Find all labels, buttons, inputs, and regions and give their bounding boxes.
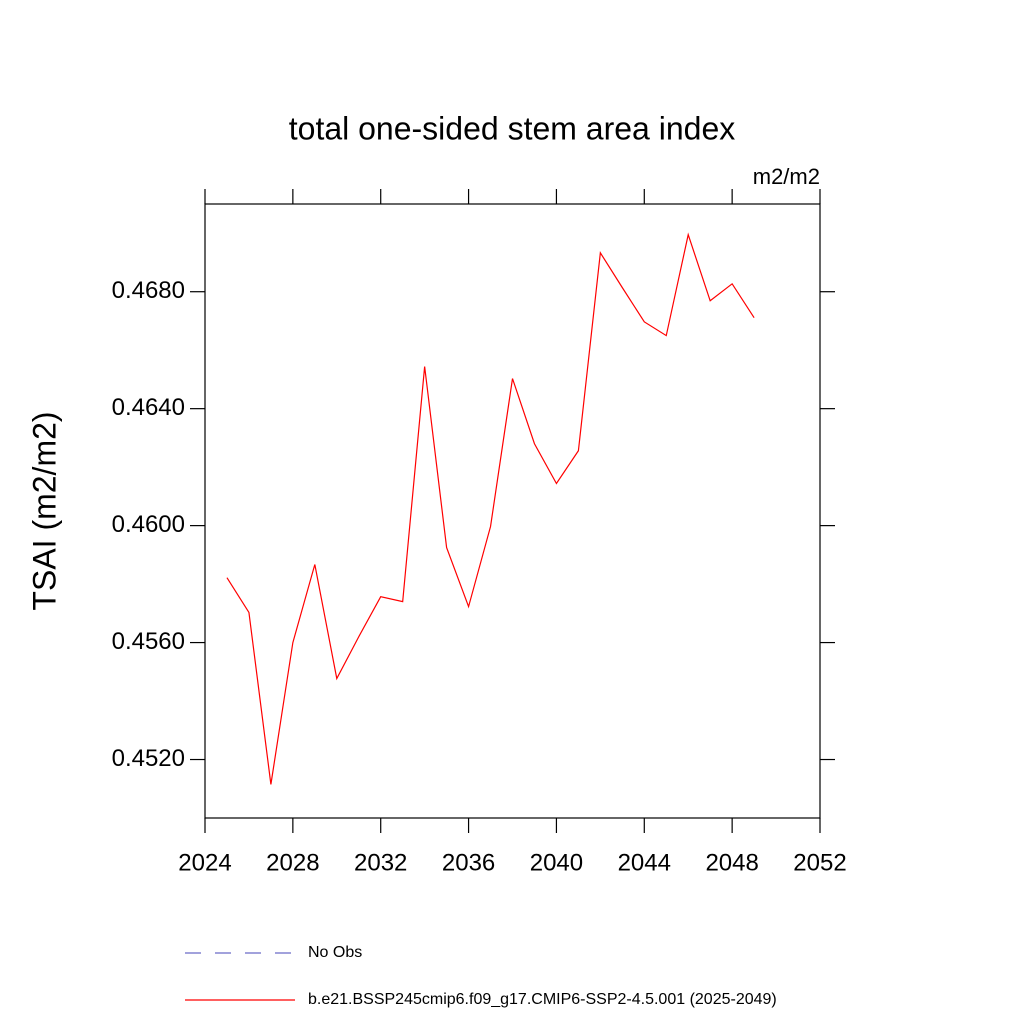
x-tick-label: 2052: [793, 849, 846, 876]
data-line: [226, 232, 755, 785]
y-tick-label: 0.4520: [112, 745, 185, 772]
x-tick-label: 2028: [266, 849, 319, 876]
x-tick-label: 2048: [705, 849, 758, 876]
y-tick-label: 0.4680: [112, 277, 185, 304]
x-tick-label: 2044: [618, 849, 671, 876]
y-tick-label: 0.4560: [112, 628, 185, 655]
x-tick-label: 2024: [178, 849, 231, 876]
legend-label: b.e21.BSSP245cmip6.f09_g17.CMIP6-SSP2-4.…: [308, 991, 777, 1008]
x-tick-label: 2032: [354, 849, 407, 876]
x-tick-label: 2036: [442, 849, 495, 876]
y-tick-label: 0.4600: [112, 511, 185, 538]
y-tick-label: 0.4640: [112, 394, 185, 421]
y-axis-label: TSAI (m2/m2): [26, 411, 62, 610]
plot-frame: [204, 203, 821, 819]
units-label: m2/m2: [753, 164, 820, 189]
x-tick-label: 2040: [530, 849, 583, 876]
chart-title: total one-sided stem area index: [289, 110, 735, 146]
legend-label: No Obs: [308, 944, 362, 961]
